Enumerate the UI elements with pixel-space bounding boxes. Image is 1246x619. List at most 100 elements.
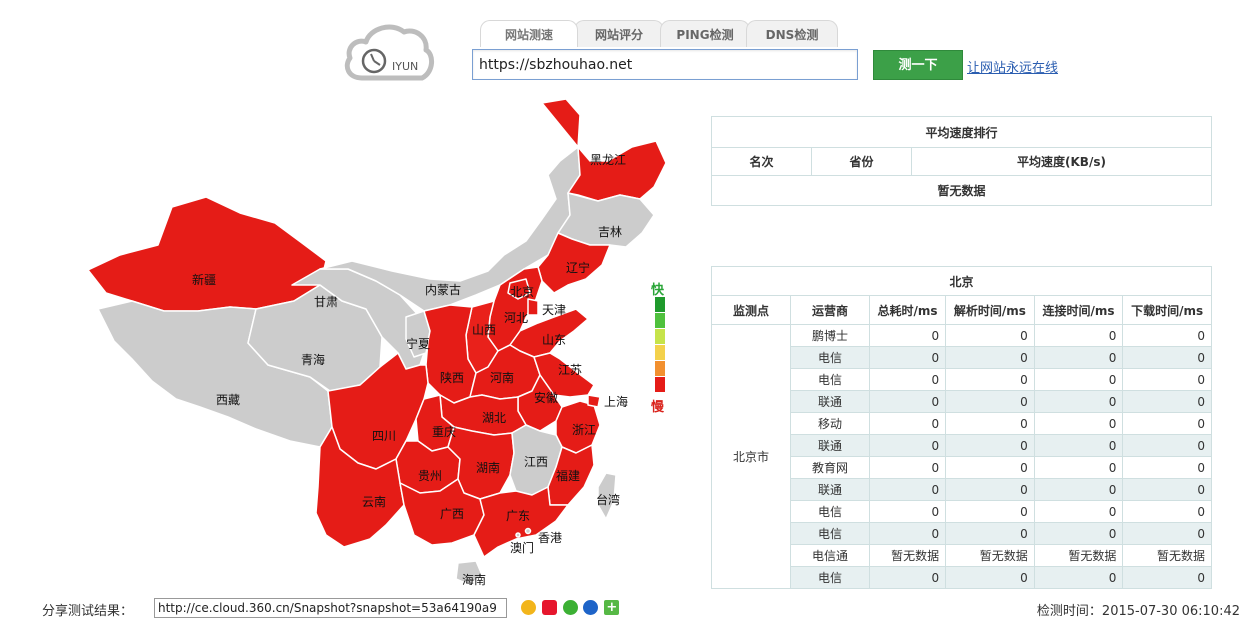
table-row: 电信 0 0 0 0: [712, 566, 1212, 589]
connect-time-cell: 0: [1033, 478, 1124, 501]
logo-text: IYUN: [392, 60, 419, 73]
connect-time-cell: 暂无数据: [1033, 544, 1124, 567]
table-row: 电信 0 0 0 0: [712, 522, 1212, 545]
table-row: 联通 0 0 0 0: [712, 434, 1212, 457]
province-label-hebei: 河北: [504, 311, 529, 325]
dns-time-cell: 0: [945, 500, 1035, 523]
isp-cell: 电信: [790, 566, 870, 589]
table-row: 电信 0 0 0 0: [712, 346, 1212, 369]
table-row: 移动 0 0 0 0: [712, 412, 1212, 435]
tab-speed-test[interactable]: 网站测速: [480, 20, 578, 47]
tab-dns[interactable]: DNS检测: [746, 20, 838, 47]
more-plus-icon[interactable]: +: [604, 600, 620, 615]
share-icons: +: [521, 600, 621, 616]
isp-cell: 电信: [790, 368, 870, 391]
isp-cell: 联通: [790, 434, 870, 457]
share-label: 分享测试结果：: [42, 604, 134, 619]
download-time-cell: 0: [1122, 478, 1212, 501]
map-region-xianggang[interactable]: [524, 527, 532, 535]
dns-time-cell: 0: [945, 456, 1035, 479]
connect-time-cell: 0: [1033, 346, 1124, 369]
legend-swatch: [655, 313, 665, 328]
download-time-cell: 0: [1122, 390, 1212, 413]
province-label-jiangsu: 江苏: [558, 363, 583, 377]
province-label-beijing: 北京: [510, 285, 535, 299]
province-label-xizang: 西藏: [216, 393, 241, 407]
connect-time-cell: 0: [1033, 566, 1124, 589]
download-time-cell: 0: [1122, 412, 1212, 435]
china-speed-map: 黑龙江 吉林 辽宁 内蒙古 北京 天津 河北 山西 山东 新疆 甘肃 宁夏 青海…: [80, 95, 720, 595]
province-label-shanghai: 上海: [604, 395, 629, 409]
cloud-clock-logo-icon: [344, 24, 434, 81]
isp-cell: 联通: [790, 478, 870, 501]
province-label-shandong: 山东: [542, 333, 567, 347]
download-time-cell: 0: [1122, 346, 1212, 369]
rank-header-speed: 平均速度(KB/s): [911, 147, 1212, 176]
share-url-input[interactable]: [154, 598, 507, 618]
download-time-cell: 0: [1122, 456, 1212, 479]
renren-icon[interactable]: [583, 600, 599, 615]
map-region-shanghai[interactable]: [587, 394, 601, 408]
dns-time-cell: 0: [945, 522, 1035, 545]
map-region-heilongjiang[interactable]: [541, 98, 667, 202]
header-isp: 运营商: [790, 295, 870, 325]
legend-swatch: [655, 377, 665, 392]
isp-cell: 联通: [790, 390, 870, 413]
map-region-hainan[interactable]: [455, 560, 483, 586]
iyun-logo[interactable]: IYUN: [340, 20, 436, 88]
header-total-time: 总耗时/ms: [868, 295, 947, 325]
isp-cell: 移动: [790, 412, 870, 435]
rank-table-title: 平均速度排行: [711, 116, 1212, 148]
map-region-aomen[interactable]: [515, 532, 521, 538]
province-label-yunnan: 云南: [362, 495, 387, 509]
total-time-cell: 0: [868, 346, 947, 369]
province-label-gansu: 甘肃: [314, 295, 339, 309]
province-label-fujian: 福建: [556, 469, 581, 483]
connect-time-cell: 0: [1033, 522, 1124, 545]
download-time-cell: 暂无数据: [1122, 544, 1212, 567]
province-label-hubei: 湖北: [482, 411, 507, 425]
map-region-taiwan[interactable]: [597, 472, 617, 520]
wechat-icon[interactable]: [562, 600, 578, 615]
tab-site-score[interactable]: 网站评分: [574, 20, 664, 47]
tab-ping[interactable]: PING检测: [660, 20, 750, 47]
monitor-site-cell: 北京市: [711, 324, 791, 589]
total-time-cell: 0: [868, 566, 947, 589]
isp-cell: 电信通: [790, 544, 870, 567]
table-row: 联通 0 0 0 0: [712, 478, 1212, 501]
province-label-chongqing: 重庆: [432, 425, 457, 439]
province-label-guangdong: 广东: [506, 509, 531, 523]
dns-time-cell: 0: [945, 434, 1035, 457]
legend-swatch: [655, 345, 665, 360]
legend-swatch: [655, 361, 665, 376]
table-row: 电信 0 0 0 0: [712, 500, 1212, 523]
total-time-cell: 0: [868, 456, 947, 479]
url-input[interactable]: [472, 49, 858, 80]
qzone-icon[interactable]: [521, 600, 536, 615]
total-time-cell: 0: [868, 522, 947, 545]
map-region-beijing[interactable]: [507, 278, 531, 300]
city-table-title: 北京: [711, 266, 1212, 296]
province-label-anhui: 安徽: [534, 391, 559, 405]
test-button[interactable]: 测一下: [873, 50, 963, 80]
map-region-tianjin[interactable]: [527, 298, 539, 316]
isp-cell: 电信: [790, 346, 870, 369]
dns-time-cell: 0: [945, 566, 1035, 589]
keep-online-link[interactable]: 让网站永远在线: [967, 61, 1059, 76]
dns-time-cell: 0: [945, 346, 1035, 369]
legend-swatch: [655, 329, 665, 344]
map-region-guangdong[interactable]: [473, 486, 569, 558]
map-region-xinjiang[interactable]: [87, 196, 327, 312]
connect-time-cell: 0: [1033, 368, 1124, 391]
weibo-icon[interactable]: [541, 600, 557, 615]
total-time-cell: 0: [868, 390, 947, 413]
download-time-cell: 0: [1122, 434, 1212, 457]
average-speed-rank-table: 平均速度排行 名次 省份 平均速度(KB/s) 暂无数据: [711, 116, 1212, 206]
dns-time-cell: 0: [945, 390, 1035, 413]
table-row: 联通 0 0 0 0: [712, 390, 1212, 413]
total-time-cell: 0: [868, 368, 947, 391]
map-region-shaanxi[interactable]: [423, 304, 477, 404]
province-label-hainan: 海南: [462, 573, 487, 587]
dns-time-cell: 暂无数据: [945, 544, 1035, 567]
total-time-cell: 暂无数据: [868, 544, 947, 567]
